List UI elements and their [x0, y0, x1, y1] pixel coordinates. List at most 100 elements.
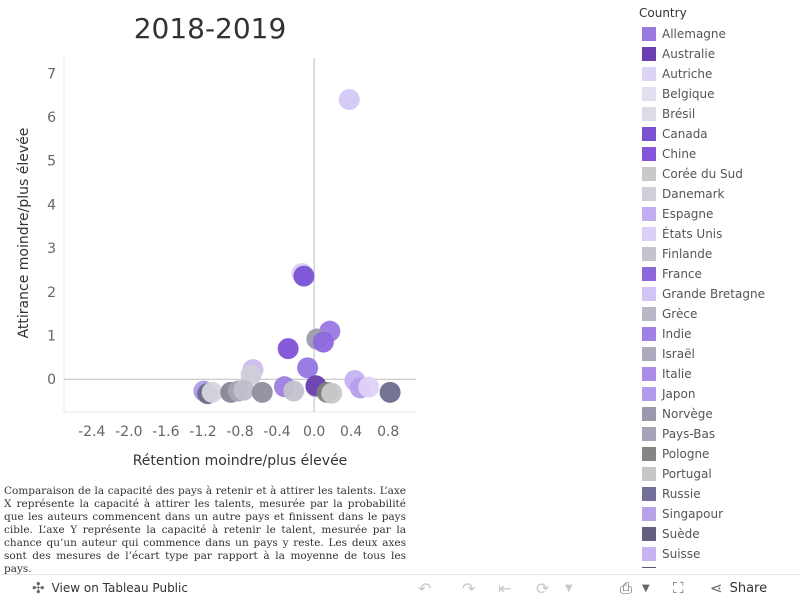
- legend-label: Suède: [662, 527, 700, 541]
- share-button[interactable]: ⋖ Share: [710, 579, 767, 597]
- legend-label: Israël: [662, 347, 695, 361]
- legend-label: Espagne: [662, 207, 714, 221]
- data-point[interactable]: [283, 380, 305, 402]
- legend-swatch: [642, 247, 656, 261]
- legend-label: Canada: [662, 127, 708, 141]
- download-dropdown-icon[interactable]: ▼: [642, 582, 650, 594]
- legend-label: Danemark: [662, 187, 725, 201]
- y-tick-label: 0: [47, 372, 56, 388]
- legend-swatch: [642, 507, 656, 521]
- legend-item[interactable]: Norvège: [636, 404, 800, 424]
- data-point[interactable]: [233, 379, 255, 401]
- legend-swatch: [642, 387, 656, 401]
- legend-swatch: [642, 27, 656, 41]
- undo-icon[interactable]: ↶: [418, 578, 432, 598]
- legend-label: Singapour: [662, 507, 724, 521]
- x-tick-label: 0.4: [340, 424, 362, 440]
- legend-item[interactable]: Russie: [636, 484, 800, 504]
- legend-item[interactable]: Danemark: [636, 184, 800, 204]
- data-point[interactable]: [379, 381, 401, 403]
- legend-item[interactable]: Chine: [636, 144, 800, 164]
- y-tick-label: 7: [47, 66, 56, 82]
- legend-item[interactable]: Grande Bretagne: [636, 284, 800, 304]
- data-point[interactable]: [201, 381, 223, 403]
- tableau-toolbar: ✣ View on Tableau Public ↶ ↷ ⇤ ⟳ ▼ ⎙ ▼ ⛶…: [0, 574, 800, 601]
- refresh-dropdown-icon[interactable]: ▼: [565, 582, 573, 594]
- legend-item[interactable]: Portugal: [636, 464, 800, 484]
- legend-item[interactable]: Pays-Bas: [636, 424, 800, 444]
- y-tick-label: 1: [47, 329, 56, 345]
- legend-item[interactable]: Australie: [636, 44, 800, 64]
- legend-label: Japon: [662, 387, 696, 401]
- data-point[interactable]: [312, 331, 334, 353]
- legend-swatch: [642, 187, 656, 201]
- legend-item[interactable]: France: [636, 264, 800, 284]
- legend-item[interactable]: Autriche: [636, 64, 800, 84]
- fullscreen-icon[interactable]: ⛶: [673, 579, 684, 597]
- data-point[interactable]: [358, 376, 380, 398]
- legend-item[interactable]: États Unis: [636, 224, 800, 244]
- legend-item[interactable]: Italie: [636, 364, 800, 384]
- legend-label: Russie: [662, 487, 701, 501]
- legend-item[interactable]: Espagne: [636, 204, 800, 224]
- share-label: Share: [729, 580, 768, 596]
- legend-swatch: [642, 307, 656, 321]
- legend-item[interactable]: Suisse: [636, 544, 800, 564]
- legend-label: Chine: [662, 147, 697, 161]
- x-tick-label: -0.8: [226, 424, 253, 440]
- legend-swatch: [642, 287, 656, 301]
- legend-label: Finlande: [662, 247, 713, 261]
- x-tick-label: 0.8: [377, 424, 399, 440]
- legend-item[interactable]: Brésil: [636, 104, 800, 124]
- legend-item[interactable]: Suède: [636, 524, 800, 544]
- legend-item[interactable]: Corée du Sud: [636, 164, 800, 184]
- legend-swatch: [642, 527, 656, 541]
- legend-item[interactable]: Allemagne: [636, 24, 800, 44]
- data-point[interactable]: [251, 381, 273, 403]
- legend-swatch: [642, 407, 656, 421]
- legend-label: Grèce: [662, 307, 698, 321]
- legend-swatch: [642, 547, 656, 561]
- legend-label: États Unis: [662, 227, 723, 241]
- data-point[interactable]: [293, 265, 315, 287]
- view-on-tableau-button[interactable]: ✣ View on Tableau Public: [32, 579, 188, 597]
- legend-title: Country: [639, 6, 687, 20]
- view-on-tableau-label: View on Tableau Public: [51, 581, 188, 595]
- data-point[interactable]: [321, 382, 343, 404]
- download-icon[interactable]: ⎙: [620, 579, 633, 597]
- legend-item[interactable]: Pologne: [636, 444, 800, 464]
- legend-item[interactable]: Canada: [636, 124, 800, 144]
- redo-icon[interactable]: ↷: [462, 578, 476, 598]
- legend-swatch: [642, 167, 656, 181]
- x-tick-label: -2.4: [78, 424, 105, 440]
- legend-item[interactable]: Finlande: [636, 244, 800, 264]
- revert-icon[interactable]: ⇤: [498, 578, 512, 598]
- legend-swatch: [642, 347, 656, 361]
- legend-swatch: [642, 447, 656, 461]
- legend-label: Corée du Sud: [662, 167, 743, 181]
- legend-label: Australie: [662, 47, 716, 61]
- x-axis-label: Rétention moindre/plus élevée: [133, 453, 348, 469]
- refresh-icon[interactable]: ⟳: [536, 578, 550, 598]
- data-point[interactable]: [277, 338, 299, 360]
- legend: Country Allemagne Australie Autriche Belgiq…: [636, 4, 800, 568]
- x-tick-label: 0.0: [303, 424, 325, 440]
- legend-label: Autriche: [662, 67, 713, 81]
- legend-swatch: [642, 207, 656, 221]
- data-point[interactable]: [338, 89, 360, 111]
- legend-item[interactable]: Grèce: [636, 304, 800, 324]
- legend-item[interactable]: Singapour: [636, 504, 800, 524]
- legend-item[interactable]: Indie: [636, 324, 800, 344]
- legend-item[interactable]: Belgique: [636, 84, 800, 104]
- legend-item[interactable]: Israël: [636, 344, 800, 364]
- legend-item[interactable]: Taïwan: [636, 564, 800, 568]
- y-tick-label: 4: [47, 197, 56, 213]
- legend-swatch: [642, 267, 656, 281]
- legend-swatch: [642, 67, 656, 81]
- legend-item[interactable]: Japon: [636, 384, 800, 404]
- scatter-plot[interactable]: -2.4 -2.0 -1.6 -1.2 -0.8 -0.4 0.0 0.4 0.8 0 1 2 3 4 5 6…: [0, 0, 630, 480]
- legend-swatch: [642, 567, 656, 568]
- data-point[interactable]: [297, 357, 319, 379]
- x-tick-label: -0.4: [263, 424, 290, 440]
- y-tick-label: 5: [47, 154, 56, 170]
